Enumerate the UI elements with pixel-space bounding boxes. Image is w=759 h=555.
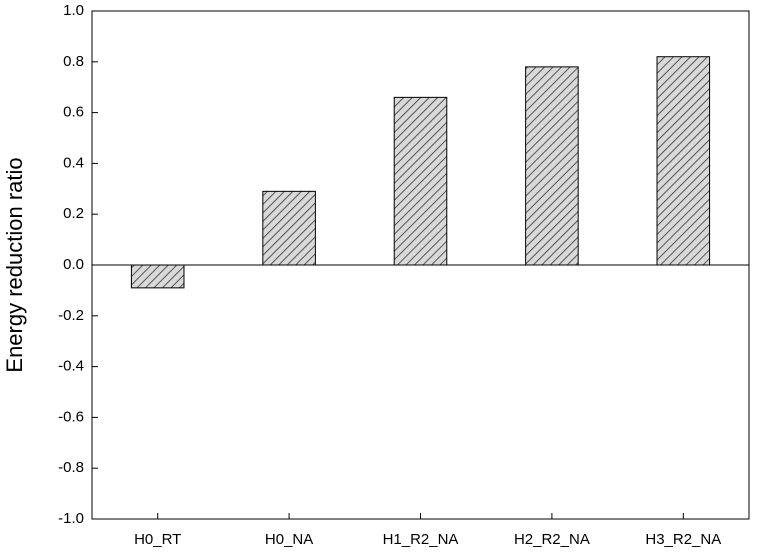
y-tick-label: -1.0 bbox=[58, 510, 84, 527]
bar bbox=[393, 96, 448, 266]
bar bbox=[656, 56, 711, 266]
bar bbox=[130, 264, 185, 289]
x-tick-label: H3_R2_NA bbox=[645, 531, 721, 548]
plot-frame bbox=[91, 10, 750, 520]
y-axis-label: Energy reduction ratio bbox=[2, 157, 27, 372]
y-tick-label: -0.8 bbox=[58, 459, 84, 476]
y-tick-label: 0.4 bbox=[63, 154, 84, 171]
y-tick-label: -0.6 bbox=[58, 408, 84, 425]
x-tick-label: H1_R2_NA bbox=[383, 531, 459, 548]
bar bbox=[262, 190, 316, 266]
y-tick-label: 0.6 bbox=[63, 104, 84, 121]
y-tick-label: 1.0 bbox=[63, 2, 84, 19]
bar bbox=[525, 66, 579, 266]
x-tick-label: H0_RT bbox=[134, 531, 181, 548]
y-tick-label: 0.8 bbox=[63, 53, 84, 70]
x-tick-label: H2_R2_NA bbox=[514, 531, 590, 548]
x-tick-label: H0_NA bbox=[265, 531, 313, 548]
y-tick-label: -0.2 bbox=[58, 307, 84, 324]
y-tick-label: -0.4 bbox=[58, 358, 84, 375]
y-tick-label: 0.0 bbox=[63, 256, 84, 273]
y-tick-label: 0.2 bbox=[63, 205, 84, 222]
